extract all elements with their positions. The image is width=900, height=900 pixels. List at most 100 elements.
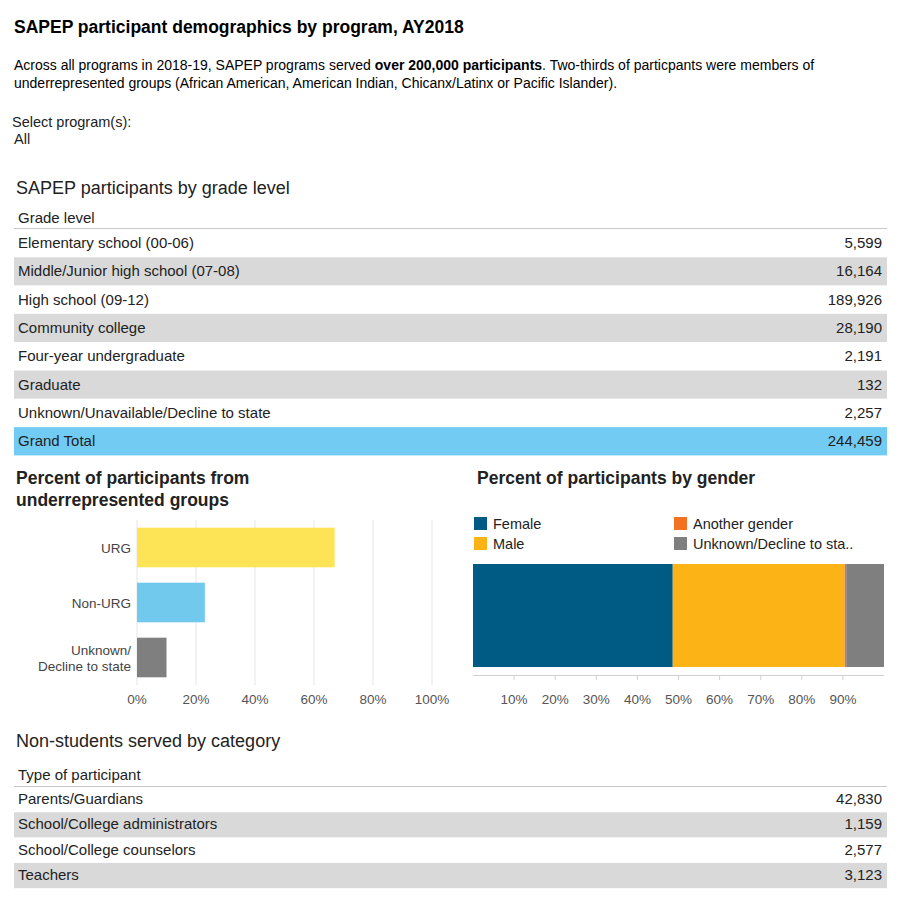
legend-swatch bbox=[674, 537, 687, 550]
bar bbox=[137, 583, 205, 623]
subtitle: Across all programs in 2018-19, SAPEP pr… bbox=[14, 56, 859, 92]
legend-swatch bbox=[474, 537, 487, 550]
category-label: URG bbox=[101, 541, 131, 556]
bar-segment bbox=[846, 564, 884, 667]
label-line: Decline to state bbox=[38, 659, 131, 674]
legend-label: Another gender bbox=[693, 516, 793, 532]
tick-label: 100% bbox=[415, 692, 450, 707]
table-cell: 132 bbox=[857, 376, 882, 393]
chart-title: Percent of participants by gender bbox=[477, 467, 877, 489]
subtitle-emphasis: over 200,000 participants bbox=[375, 57, 542, 73]
table-cell: Elementary school (00-06) bbox=[18, 234, 194, 251]
table-header: Type of participant bbox=[18, 766, 141, 783]
tick-label: 30% bbox=[583, 692, 610, 707]
table-cell: 28,190 bbox=[836, 319, 882, 336]
tick-mark bbox=[555, 675, 556, 680]
table-row bbox=[14, 787, 887, 812]
tick-label: 0% bbox=[127, 692, 147, 707]
tick-mark bbox=[678, 675, 679, 680]
table-cell: 244,459 bbox=[828, 432, 882, 449]
table-row bbox=[14, 257, 887, 285]
page-title: SAPEP participant demographics by progra… bbox=[14, 17, 464, 37]
table-row bbox=[14, 286, 887, 314]
table-row bbox=[14, 371, 887, 399]
tick-mark bbox=[637, 675, 638, 680]
table-cell: Middle/Junior high school (07-08) bbox=[18, 262, 240, 279]
grid-line bbox=[373, 520, 374, 685]
tick-label: 20% bbox=[542, 692, 569, 707]
legend-label: Female bbox=[493, 516, 541, 532]
table-row bbox=[14, 314, 887, 342]
table-cell: 2,191 bbox=[844, 347, 882, 364]
table-row bbox=[14, 427, 887, 455]
table-cell: Grand Total bbox=[18, 432, 95, 449]
category-label: Non-URG bbox=[72, 596, 131, 611]
tick-mark bbox=[801, 675, 802, 680]
bar bbox=[137, 528, 335, 568]
tick-mark bbox=[514, 675, 515, 680]
table-cell: Parents/Guardians bbox=[18, 790, 143, 807]
legend-label: Male bbox=[493, 536, 524, 552]
table-cell: 16,164 bbox=[836, 262, 882, 279]
table-cell: School/College administrators bbox=[18, 815, 217, 832]
tick-label: 40% bbox=[624, 692, 651, 707]
table-rule bbox=[14, 228, 887, 229]
table-cell: Teachers bbox=[18, 866, 79, 883]
tick-label: 90% bbox=[829, 692, 856, 707]
label-line: Non-URG bbox=[72, 596, 131, 611]
grid-line bbox=[432, 520, 433, 685]
filter-value[interactable]: All bbox=[14, 131, 30, 147]
tick-label: 20% bbox=[182, 692, 209, 707]
subtitle-text: Across all programs in 2018-19, SAPEP pr… bbox=[14, 57, 375, 73]
table-row bbox=[14, 342, 887, 370]
table-cell: Unknown/Unavailable/Decline to state bbox=[18, 404, 271, 421]
bar-segment bbox=[673, 564, 845, 667]
page-canvas: SAPEP participant demographics by progra… bbox=[0, 0, 900, 900]
table-title: Non-students served by category bbox=[16, 731, 280, 751]
category-label: Unknown/Decline to state bbox=[38, 643, 131, 674]
table-cell: 189,926 bbox=[828, 291, 882, 308]
table-row bbox=[14, 863, 887, 888]
table-cell: High school (09-12) bbox=[18, 291, 149, 308]
table-title: SAPEP participants by grade level bbox=[16, 178, 290, 198]
table-cell: 2,257 bbox=[844, 404, 882, 421]
chart-title: Percent of participants from underrepres… bbox=[16, 467, 296, 511]
table-cell: School/College counselors bbox=[18, 841, 196, 858]
tick-label: 60% bbox=[706, 692, 733, 707]
table-row bbox=[14, 838, 887, 863]
tick-label: 50% bbox=[665, 692, 692, 707]
tick-label: 80% bbox=[359, 692, 386, 707]
tick-label: 10% bbox=[501, 692, 528, 707]
tick-mark bbox=[596, 675, 597, 680]
label-line: URG bbox=[101, 541, 131, 556]
table-cell: 3,123 bbox=[844, 866, 882, 883]
legend-swatch bbox=[674, 517, 687, 530]
table-cell: Graduate bbox=[18, 376, 81, 393]
table-cell: Community college bbox=[18, 319, 146, 336]
table-cell: 1,159 bbox=[844, 815, 882, 832]
table-cell: 5,599 bbox=[844, 234, 882, 251]
table-row bbox=[14, 812, 887, 837]
table-cell: Four-year undergraduate bbox=[18, 347, 185, 364]
bar-segment bbox=[845, 564, 847, 667]
bars bbox=[137, 528, 335, 678]
table-header: Grade level bbox=[18, 209, 95, 226]
tick-label: 80% bbox=[788, 692, 815, 707]
table-cell: 42,830 bbox=[836, 790, 882, 807]
table-row bbox=[14, 229, 887, 257]
table-cell: 2,577 bbox=[844, 841, 882, 858]
table-row bbox=[14, 399, 887, 427]
tick-label: 60% bbox=[300, 692, 327, 707]
legend-swatch bbox=[474, 517, 487, 530]
bar bbox=[137, 638, 167, 678]
tick-label: 70% bbox=[747, 692, 774, 707]
tick-label: 40% bbox=[241, 692, 268, 707]
label-line: Unknown/ bbox=[71, 643, 131, 658]
tick-mark bbox=[719, 675, 720, 680]
tick-mark bbox=[760, 675, 761, 680]
bars bbox=[473, 564, 884, 667]
bar-segment bbox=[473, 564, 673, 667]
tick-mark bbox=[842, 675, 843, 680]
table-rule bbox=[14, 786, 887, 787]
filter-label: Select program(s): bbox=[12, 114, 131, 130]
